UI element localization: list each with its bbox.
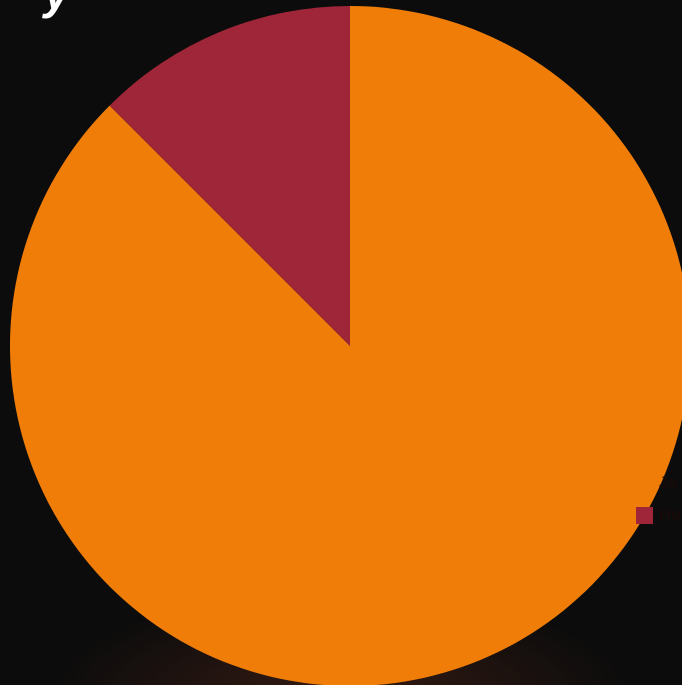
legend-item-ja: Ja — [636, 473, 677, 493]
legend-swatch-ja — [636, 474, 653, 492]
pie-slice-he — [109, 5, 350, 346]
legend-item-he: He — [636, 505, 681, 525]
pie-slice-ja — [10, 6, 682, 685]
slide-title-fragment: y — [44, 0, 71, 20]
pie-slices — [10, 5, 682, 685]
legend-label-he: He — [659, 505, 681, 524]
legend-swatch-he — [636, 506, 653, 524]
legend-label-ja: Ja — [659, 473, 677, 492]
